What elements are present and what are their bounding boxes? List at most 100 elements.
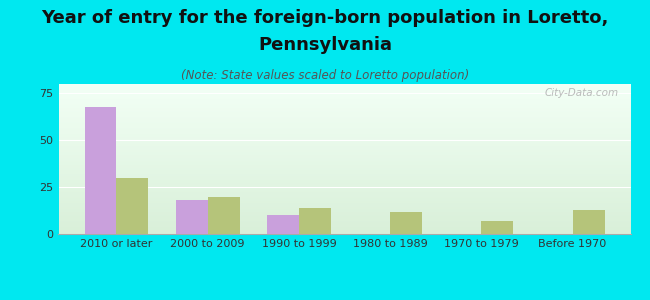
Bar [176,200,207,234]
Bar [58,126,630,128]
Bar [58,93,630,94]
Bar [58,111,630,112]
Bar [58,110,630,111]
Bar [58,85,630,87]
Bar [58,228,630,230]
Bar [482,221,514,234]
Bar [58,118,630,120]
Bar [58,189,630,190]
Bar [58,88,630,90]
Bar [58,219,630,220]
Bar [58,176,630,177]
Bar [58,230,630,231]
Bar [58,158,630,159]
Bar [58,99,630,100]
Bar [58,231,630,232]
Bar [58,177,630,178]
Text: City-Data.com: City-Data.com [545,88,619,98]
Bar [58,232,630,234]
Bar [58,218,630,219]
Bar [58,153,630,154]
Bar [58,135,630,136]
Bar [58,164,630,165]
Bar [58,132,630,134]
Bar [58,178,630,180]
Bar [58,180,630,182]
Bar [58,224,630,225]
Bar [58,188,630,189]
Bar [58,134,630,135]
Bar [58,200,630,201]
Bar [58,172,630,174]
Bar [58,141,630,142]
Bar [58,202,630,204]
Bar [58,105,630,106]
Bar [58,162,630,164]
Bar [58,129,630,130]
Bar [58,204,630,206]
Bar [58,87,630,88]
Bar [58,220,630,222]
Bar [58,194,630,195]
Bar [58,100,630,102]
Bar [58,207,630,208]
Bar [58,216,630,218]
Bar [58,98,630,99]
Bar [58,195,630,196]
Bar [58,106,630,108]
Bar [58,90,630,92]
Bar [58,94,630,96]
Bar [116,178,148,234]
Bar [58,184,630,186]
Bar [58,154,630,156]
Bar [58,112,630,114]
Bar [58,130,630,132]
Text: Year of entry for the foreign-born population in Loretto,: Year of entry for the foreign-born popul… [42,9,608,27]
Bar [58,114,630,116]
Bar [58,198,630,200]
Bar [58,186,630,188]
Bar [58,136,630,138]
Bar [58,222,630,224]
Bar [58,152,630,153]
Bar [58,123,630,124]
Bar [299,208,331,234]
Bar [84,106,116,234]
Bar [58,146,630,147]
Bar [58,167,630,168]
Bar [58,169,630,171]
Bar [58,171,630,172]
Bar [58,225,630,226]
Bar [58,148,630,150]
Text: (Note: State values scaled to Loretto population): (Note: State values scaled to Loretto po… [181,69,469,82]
Bar [58,208,630,210]
Bar [58,165,630,166]
Bar [58,92,630,93]
Bar [58,138,630,140]
Bar [267,215,299,234]
Bar [58,196,630,198]
Bar [58,108,630,110]
Bar [207,196,240,234]
Bar [58,226,630,228]
Bar [58,117,630,118]
Bar [58,116,630,117]
Bar [58,183,630,184]
Text: Pennsylvania: Pennsylvania [258,36,392,54]
Bar [58,214,630,216]
Bar [58,182,630,183]
Bar [58,192,630,194]
Bar [58,160,630,162]
Bar [58,120,630,122]
Bar [58,201,630,202]
Bar [58,122,630,123]
Bar [58,212,630,213]
Bar [58,124,630,126]
Bar [58,96,630,98]
Bar [58,210,630,212]
Bar [58,142,630,144]
Bar [58,140,630,141]
Bar [390,212,422,234]
Bar [58,156,630,158]
Legend: Loretto, Pennsylvania: Loretto, Pennsylvania [235,298,454,300]
